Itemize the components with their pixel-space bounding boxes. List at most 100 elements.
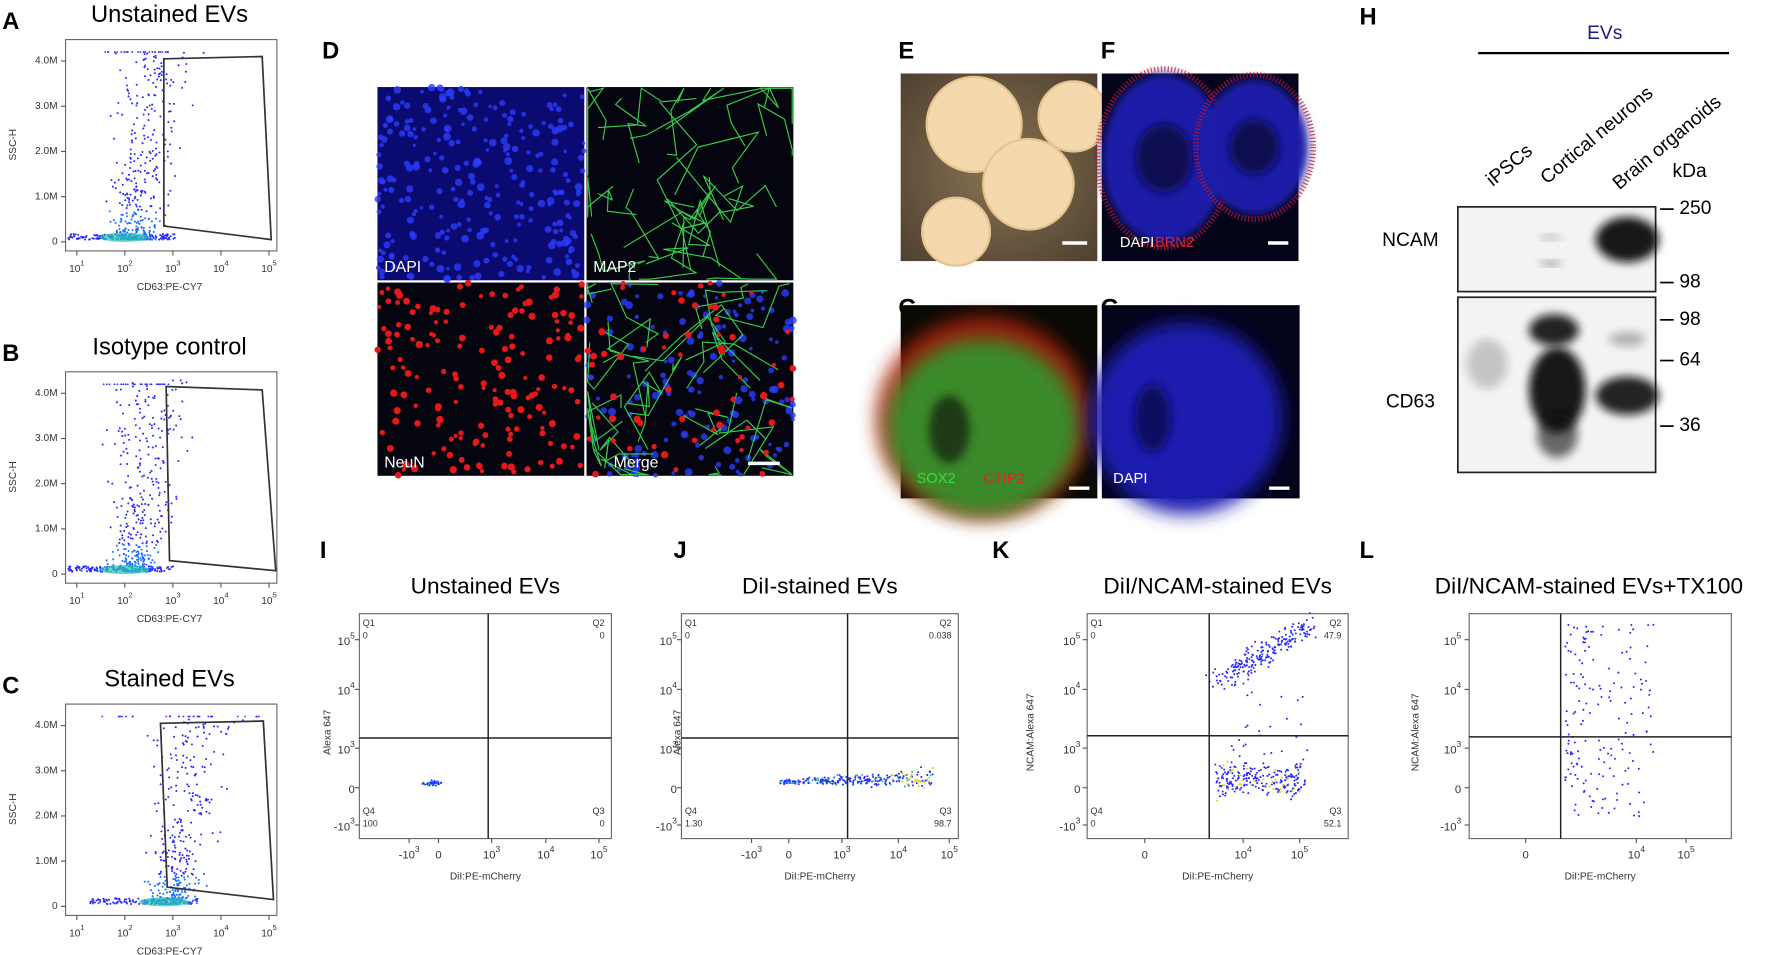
y-tick-label: 105 bbox=[1444, 631, 1462, 648]
event-dot bbox=[168, 568, 171, 571]
event-dot bbox=[94, 234, 97, 237]
event-dot bbox=[807, 779, 810, 782]
event-dot bbox=[171, 894, 174, 897]
event-dot bbox=[1277, 790, 1280, 794]
nucleus bbox=[410, 232, 418, 240]
event-dot bbox=[150, 220, 153, 223]
event-dot bbox=[133, 153, 136, 156]
nucleus bbox=[574, 183, 583, 191]
event-dot bbox=[148, 233, 151, 236]
event-dot bbox=[143, 66, 146, 69]
event-dot bbox=[157, 481, 160, 484]
tick-exponent: 3 bbox=[176, 923, 180, 932]
event-dot bbox=[1294, 637, 1297, 640]
tick-base: 10 bbox=[69, 596, 81, 607]
event-dot bbox=[106, 899, 109, 902]
event-dot bbox=[148, 883, 151, 886]
neun-cell bbox=[410, 336, 415, 342]
event-dot bbox=[131, 141, 134, 144]
event-dot bbox=[1249, 770, 1252, 773]
tick-exponent: 2 bbox=[128, 258, 132, 267]
event-dot bbox=[1290, 798, 1293, 801]
event-dot bbox=[1232, 666, 1235, 669]
event-dot bbox=[1279, 643, 1283, 646]
event-dot bbox=[141, 142, 144, 145]
neun-cell bbox=[394, 331, 400, 338]
event-dot bbox=[184, 735, 187, 738]
event-dot bbox=[152, 236, 155, 239]
event-dot bbox=[1240, 660, 1243, 663]
event-dot bbox=[171, 841, 174, 844]
nucleus bbox=[781, 355, 787, 361]
neun-cell bbox=[446, 451, 454, 459]
nucleus bbox=[528, 124, 534, 130]
quadrant-name: Q1 bbox=[1091, 618, 1103, 628]
event-dot bbox=[1215, 770, 1218, 773]
event-dot bbox=[136, 198, 139, 201]
event-dot bbox=[900, 770, 903, 773]
event-dot bbox=[1647, 706, 1650, 709]
event-dot bbox=[168, 143, 171, 146]
event-dot bbox=[137, 51, 139, 53]
event-dot bbox=[153, 226, 156, 229]
event-dot bbox=[137, 897, 140, 900]
event-dot bbox=[1227, 668, 1230, 671]
neun-cell bbox=[385, 330, 392, 338]
event-dot bbox=[1641, 712, 1644, 715]
event-dot bbox=[132, 214, 135, 217]
event-dot bbox=[1257, 778, 1260, 782]
nucleus bbox=[734, 396, 743, 405]
event-dot bbox=[155, 543, 158, 547]
event-dot bbox=[1257, 769, 1260, 772]
event-dot bbox=[136, 116, 139, 120]
event-dot bbox=[138, 427, 141, 430]
event-dot bbox=[1267, 665, 1270, 668]
event-dot bbox=[129, 533, 132, 536]
neurite bbox=[587, 87, 605, 176]
event-dot bbox=[91, 898, 94, 901]
nucleus bbox=[473, 260, 481, 268]
event-dot bbox=[1215, 781, 1218, 784]
event-dot bbox=[151, 497, 154, 500]
quadrant-value: 98.7 bbox=[934, 818, 952, 828]
event-dot bbox=[1269, 725, 1272, 728]
nucleus bbox=[526, 150, 531, 155]
nucleus bbox=[696, 333, 702, 339]
event-dot bbox=[99, 900, 102, 903]
event-dot bbox=[1284, 643, 1287, 646]
event-dot bbox=[1234, 787, 1237, 790]
nucleus bbox=[376, 209, 382, 215]
event-dot bbox=[905, 777, 909, 780]
event-dot bbox=[119, 463, 122, 466]
event-dot bbox=[166, 150, 169, 153]
event-dot bbox=[146, 68, 149, 71]
event-dot bbox=[143, 137, 146, 140]
marker-label: 36 bbox=[1679, 415, 1700, 436]
event-dot bbox=[1608, 667, 1611, 670]
neurite bbox=[628, 262, 636, 280]
event-dot bbox=[125, 562, 128, 565]
event-dot bbox=[102, 900, 105, 903]
event-dot bbox=[113, 383, 116, 386]
neun-cell bbox=[478, 294, 484, 299]
event-dot bbox=[1229, 766, 1232, 769]
nucleus bbox=[436, 137, 441, 143]
event-dot bbox=[168, 483, 171, 486]
neun-cell bbox=[665, 386, 672, 393]
neun-cell bbox=[374, 346, 381, 353]
nucleus bbox=[724, 309, 731, 315]
event-dot bbox=[146, 554, 149, 557]
nucleus bbox=[538, 168, 543, 173]
event-dot bbox=[1273, 771, 1276, 774]
event-dot bbox=[143, 415, 146, 418]
nucleus bbox=[498, 270, 505, 278]
neun-cell bbox=[596, 415, 601, 420]
nucleus bbox=[376, 163, 383, 170]
event-dot bbox=[201, 765, 204, 768]
event-dot bbox=[160, 417, 163, 420]
event-dot bbox=[201, 806, 204, 809]
tick-exponent: 5 bbox=[350, 631, 355, 641]
event-dot bbox=[1245, 772, 1248, 775]
event-dot bbox=[1289, 629, 1292, 632]
event-dot bbox=[1267, 649, 1270, 652]
